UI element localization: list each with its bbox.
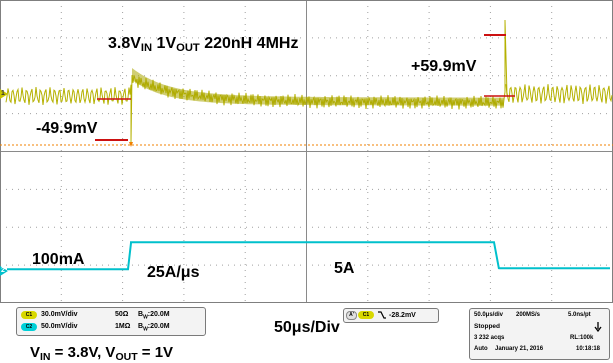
graticule-center-lines	[0, 0, 613, 303]
ch2-bandwidth: BW:20.0M	[138, 323, 170, 333]
ch1-chip[interactable]: C1	[21, 311, 37, 319]
ch1-ground-marker	[0, 89, 8, 99]
title-annotation: 3.8VIN 1VOUT 220nH 4MHz	[108, 36, 298, 54]
ch1-scale: 30.0mV/div	[41, 311, 78, 318]
ch2-scale: 50.0mV/div	[41, 323, 78, 330]
ch1-envelope	[132, 68, 504, 106]
acq-time: 10:18:18	[576, 346, 601, 352]
channel-settings-panel[interactable]: C1 30.0mV/div 50Ω BW:20.0M C2 50.0mV/div…	[16, 307, 206, 336]
ch2-chip[interactable]: C2	[21, 323, 37, 331]
trigger-panel[interactable]: A' C1 -28.2mV	[343, 308, 439, 323]
ch2-marker-label: 2	[1, 267, 5, 274]
current-low-annotation: 100mA	[32, 251, 85, 268]
overshoot-annotation: +59.9mV	[411, 58, 477, 75]
ch2-impedance: 1MΩ	[115, 323, 131, 330]
acq-sample-rate: 200MS/s	[516, 312, 541, 318]
ch1-marker-label: 1	[1, 90, 5, 97]
ch1-bandwidth: BW:20.0M	[138, 311, 170, 321]
arrow-down-icon	[594, 322, 602, 332]
timebase-annotation: 50μs/Div	[274, 319, 340, 336]
title-vin: 3.8V	[108, 35, 141, 52]
waveform-plot	[0, 0, 613, 303]
ch1-impedance: 50Ω	[115, 311, 129, 318]
status-bar: C1 30.0mV/div 50Ω BW:20.0M C2 50.0mV/div…	[0, 303, 613, 363]
acq-state: Stopped	[474, 323, 500, 330]
dip-annotation: -49.9mV	[36, 120, 98, 137]
ch2-waveform	[7, 241, 610, 271]
acq-count: 3 232 acqs	[474, 335, 505, 341]
trigger-position-marker	[129, 142, 133, 147]
slew-annotation: 25A/μs	[147, 264, 200, 281]
title-rest: 220nH 4MHz	[199, 35, 299, 52]
ch2-ground-marker	[0, 266, 8, 276]
trigger-level: -28.2mV	[389, 312, 416, 319]
acq-resolution: 5.0ns/pt	[568, 312, 591, 318]
acq-timebase: 50.0μs/div	[474, 312, 504, 318]
acquisition-panel[interactable]: 50.0μs/div 200MS/s 5.0ns/pt Stopped 3 23…	[469, 308, 610, 360]
acq-record-length: RL:100k	[570, 335, 594, 341]
title-vout: 1V	[152, 35, 177, 52]
acq-mode: Auto	[474, 346, 488, 352]
acq-date: January 21, 2016	[495, 346, 544, 352]
title-vin-sub: IN	[140, 42, 153, 54]
current-high-annotation: 5A	[334, 260, 355, 277]
falling-edge-icon	[378, 311, 386, 319]
trigger-source-chip[interactable]: A'	[346, 311, 357, 320]
caption-annotation: VIN = 3.8V, VOUT = 1V	[30, 344, 174, 363]
title-vout-sub: OUT	[176, 42, 200, 54]
trigger-channel-chip[interactable]: C1	[358, 311, 374, 319]
